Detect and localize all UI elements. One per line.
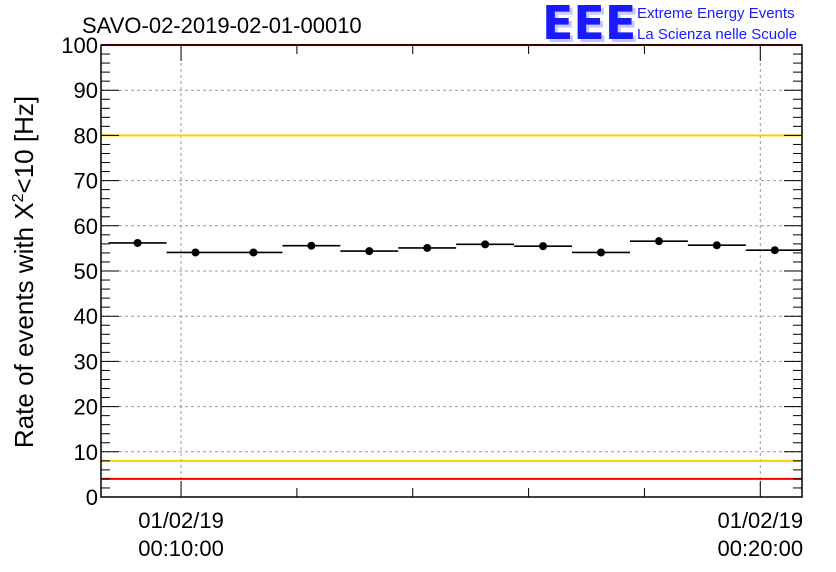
logo-line1: Extreme Energy Events [637, 5, 795, 22]
y-tick-label: 50 [74, 259, 98, 284]
data-point [712, 241, 721, 250]
y-axis-label-prefix: Rate of events with X [9, 202, 39, 448]
x-tick-label-time: 00:10:00 [138, 536, 224, 561]
data-point [133, 238, 142, 247]
x-tick-label-time: 00:20:00 [717, 536, 803, 561]
y-tick-label: 90 [74, 78, 98, 103]
y-tick-label: 30 [74, 349, 98, 374]
logo-line2: La Scienza nelle Scuole [637, 26, 797, 43]
y-tick-label: 10 [74, 440, 98, 465]
eee-logo: EEE EEE Extreme Energy Events La Scienza… [542, 0, 797, 53]
y-tick-label: 70 [74, 169, 98, 194]
x-tick-label-date: 01/02/19 [138, 508, 224, 533]
y-tick-label: 80 [74, 123, 98, 148]
data-point [423, 243, 432, 252]
y-tick-label: 0 [86, 485, 98, 510]
x-axis-ticks: 01/02/19 00:10:00 01/02/19 00:20:00 [138, 45, 803, 561]
data-point [307, 241, 316, 250]
y-axis-label-superscript: 2 [10, 193, 27, 202]
data-points [108, 237, 802, 257]
y-tick-label: 40 [74, 304, 98, 329]
data-point [654, 237, 663, 246]
logo-mark: EEE [542, 0, 636, 50]
y-tick-label: 20 [74, 395, 98, 420]
y-axis-label-suffix: <10 [Hz] [9, 96, 39, 194]
data-point [365, 247, 374, 256]
y-tick-label: 100 [61, 33, 98, 58]
plot-frame [100, 44, 803, 498]
data-point [249, 248, 258, 257]
chart-title: SAVO-02-2019-02-01-00010 [82, 13, 362, 38]
y-axis-label: Rate of events with X2<10 [Hz] [9, 96, 39, 448]
y-tick-label: 60 [74, 214, 98, 239]
data-point [770, 246, 779, 255]
data-point [597, 248, 606, 257]
grid [101, 45, 802, 497]
data-point [481, 240, 490, 249]
x-tick-label-date: 01/02/19 [717, 508, 803, 533]
data-point [191, 248, 200, 257]
data-point [539, 242, 548, 251]
reference-lines [101, 44, 802, 480]
